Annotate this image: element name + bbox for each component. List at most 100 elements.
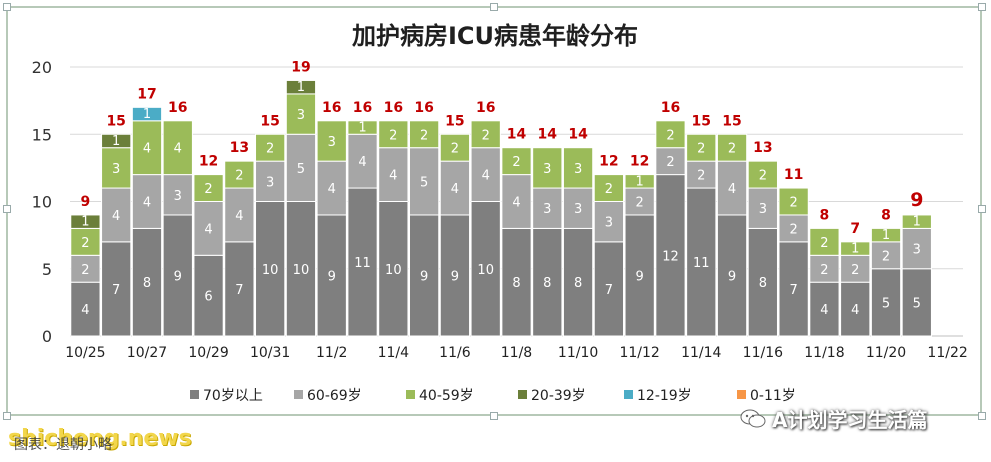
bar-value-label: 1	[143, 107, 151, 122]
bar-segment	[562, 147, 594, 189]
bar-value-label: 4	[358, 155, 366, 170]
bar-value-label: 8	[543, 276, 551, 291]
bar-segment	[470, 147, 501, 202]
bar-value-label: 5	[297, 162, 305, 177]
bar-total-label: 17	[137, 86, 156, 102]
bar-value-label: 4	[820, 303, 828, 318]
bar-value-label: 9	[174, 269, 182, 284]
bar-value-label: 5	[882, 296, 890, 311]
bar-value-label: 10	[385, 263, 402, 278]
legend-swatch	[737, 390, 746, 399]
bar-value-label: 11	[693, 256, 710, 271]
bar-segment	[870, 227, 902, 243]
x-tick-label: 11/10	[558, 345, 598, 361]
resize-handle-top[interactable]	[490, 3, 498, 11]
bar-total-label: 16	[384, 100, 403, 116]
x-tick-label: 11/8	[501, 345, 532, 361]
bar-value-label: 4	[81, 303, 89, 318]
bar-segment	[655, 120, 686, 149]
x-tick-label: 11/6	[439, 345, 471, 361]
bar-segment	[716, 133, 748, 162]
bar-segment	[193, 254, 224, 337]
resize-handle-tl[interactable]	[3, 3, 11, 11]
bar-value-label: 2	[512, 155, 520, 170]
bar-segment	[501, 147, 532, 176]
bar-value-label: 3	[174, 189, 182, 204]
legend-item: 40-59岁	[406, 388, 474, 404]
bar-value-label: 2	[666, 128, 674, 143]
bar-total-label: 16	[353, 100, 372, 116]
bar-total-label: 8	[881, 207, 891, 223]
bar-value-label: 2	[820, 236, 828, 251]
bar-total-label: 11	[784, 167, 803, 183]
resize-handle-bottom[interactable]	[490, 412, 498, 420]
bar-value-label: 9	[420, 269, 428, 284]
bar-value-label: 2	[636, 196, 644, 211]
resize-handle-bl[interactable]	[3, 412, 11, 420]
bar-value-label: 1	[81, 215, 89, 230]
wechat-icon	[740, 409, 766, 427]
bar-value-label: 2	[451, 142, 459, 157]
bar-value-label: 3	[543, 202, 551, 217]
legend-label: 12-19岁	[637, 388, 692, 404]
bar-value-label: 2	[235, 169, 243, 184]
brand-name: A计划学习生活篇	[772, 408, 928, 432]
y-tick-label: 15	[32, 125, 52, 144]
bar-value-label: 2	[759, 169, 767, 184]
bar-segment	[686, 187, 717, 337]
bar-value-label: 9	[728, 269, 736, 284]
bar-value-label: 9	[328, 269, 336, 284]
bar-segment	[285, 79, 317, 95]
bar-value-label: 2	[666, 155, 674, 170]
bar-total-label: 14	[568, 127, 588, 143]
legend-swatch	[294, 390, 303, 399]
bar-value-label: 10	[477, 263, 494, 278]
legend-item: 20-39岁	[518, 388, 586, 404]
bar-segment	[101, 133, 132, 149]
bar-segment	[316, 160, 347, 216]
bar-value-label: 2	[420, 128, 428, 143]
bar-segment	[224, 241, 255, 337]
bar-segment	[285, 201, 317, 337]
resize-handle-br[interactable]	[978, 412, 986, 420]
bar-segment	[193, 174, 224, 203]
bar-value-label: 2	[266, 142, 274, 157]
bar-total-label: 9	[81, 194, 91, 210]
bar-total-label: 16	[414, 100, 433, 116]
legend-item: 70岁以上	[190, 388, 263, 404]
bar-segment	[470, 120, 501, 149]
bar-value-label: 9	[451, 269, 459, 284]
bar-value-label: 7	[112, 283, 120, 298]
bar-value-label: 3	[266, 175, 274, 190]
bar-value-label: 1	[636, 174, 644, 189]
bar-value-label: 3	[605, 216, 613, 231]
chart-title: 加护病房ICU病患年龄分布	[352, 22, 638, 50]
bar-value-label: 3	[913, 243, 921, 258]
y-tick-label: 0	[42, 327, 52, 346]
bar-segment	[778, 241, 809, 337]
resize-handle-right[interactable]	[978, 205, 986, 213]
resize-handle-left[interactable]	[3, 205, 11, 213]
bar-value-label: 6	[204, 290, 212, 305]
bar-segment	[378, 201, 409, 337]
bar-value-label: 4	[328, 182, 336, 197]
resize-handle-tr[interactable]	[978, 3, 986, 11]
bar-value-label: 2	[820, 263, 828, 278]
bar-value-label: 2	[605, 182, 613, 197]
bar-segment	[562, 227, 594, 337]
bar-value-label: 1	[297, 80, 305, 95]
bar-segment	[716, 214, 748, 337]
x-tick-label: 11/4	[378, 345, 410, 361]
bar-value-label: 1	[112, 134, 120, 149]
bar-total-label: 13	[753, 140, 772, 156]
bar-segment	[747, 187, 778, 229]
bar-value-label: 4	[204, 222, 212, 237]
bar-segment	[162, 174, 193, 216]
bar-segment	[255, 160, 286, 202]
bar-value-label: 4	[143, 142, 151, 157]
legend-label: 40-59岁	[419, 388, 474, 404]
bar-value-label: 4	[389, 169, 397, 184]
bar-value-label: 3	[328, 135, 336, 150]
